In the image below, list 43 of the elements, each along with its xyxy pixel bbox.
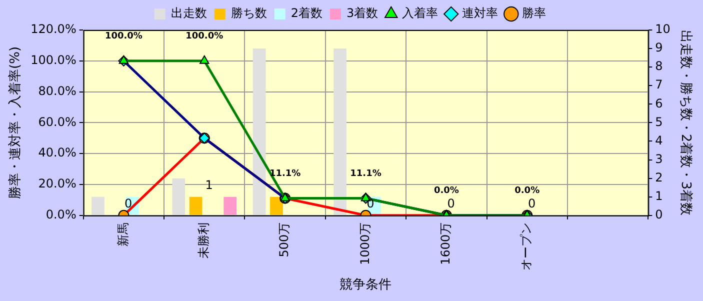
legend-label: 入着率 <box>402 6 438 20</box>
legend-label: 勝ち数 <box>230 6 267 20</box>
legend-label: 3着数 <box>346 6 378 20</box>
y2-tick-label: 3 <box>655 152 663 166</box>
y2-tick-label: 7 <box>655 78 663 92</box>
y-tick-label: 120.0% <box>30 22 76 36</box>
y2-tick-label: 8 <box>655 59 663 74</box>
data-label: 1 <box>205 178 213 192</box>
y-tick-label: 0.0% <box>46 208 76 222</box>
legend-label: 勝率 <box>522 6 546 20</box>
x-axis-title: 競争条件 <box>340 278 392 293</box>
y-axis-title: 勝率・連対率・入着率(%) <box>7 46 24 199</box>
y-tick-label: 100.0% <box>30 53 76 68</box>
legend-label: 2着数 <box>290 6 323 20</box>
legend-label: 出走数 <box>170 6 207 20</box>
data-label: 0.0% <box>514 186 540 196</box>
data-label: 100.0% <box>186 32 224 42</box>
y-tick-label: 20.0% <box>38 176 76 191</box>
y2-tick-label: 0 <box>655 208 663 222</box>
y2-tick-label: 10 <box>655 22 670 36</box>
y2-tick-label: 5 <box>655 114 663 129</box>
data-label: 11.1% <box>350 169 382 180</box>
y2-tick-label: 4 <box>655 133 663 148</box>
x-tick-label: 新馬 <box>116 222 130 246</box>
y2-axis-title: 出走数・勝ち数・2着数・3着数 <box>678 30 694 216</box>
y2-tick-label: 2 <box>655 170 663 184</box>
y2-tick-label: 6 <box>655 96 663 110</box>
x-tick-label: 1000万 <box>358 222 372 265</box>
x-tick-label: オープン <box>519 222 534 270</box>
legend-label: 連対率 <box>462 6 498 20</box>
data-label: 100.0% <box>104 32 142 42</box>
data-label: 0 <box>124 196 132 211</box>
x-tick-label: 500万 <box>277 222 292 258</box>
data-label: 0 <box>447 196 455 211</box>
x-tick-label: 未勝利 <box>196 222 211 258</box>
data-label: 0.0% <box>434 186 459 196</box>
y2-tick-label: 9 <box>655 40 663 55</box>
y-tick-label: 40.0% <box>38 146 76 160</box>
y2-tick-label: 1 <box>655 188 663 203</box>
y-tick-label: 80.0% <box>38 84 76 98</box>
data-label: 0 <box>528 196 536 211</box>
y-tick-label: 60.0% <box>38 114 76 129</box>
x-tick-label: 1600万 <box>438 222 453 265</box>
